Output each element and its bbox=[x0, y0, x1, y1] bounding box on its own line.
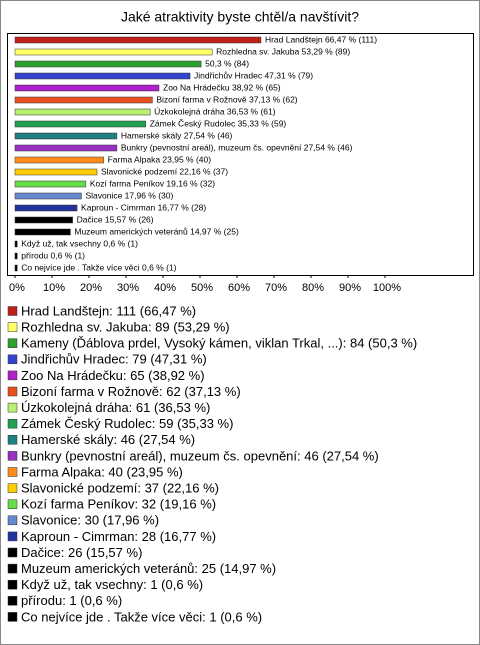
x-tick-label: 10% bbox=[43, 282, 65, 294]
bar bbox=[14, 216, 73, 224]
legend-label: Dačice: 26 (15,57 %) bbox=[21, 545, 142, 560]
bar-label: Rozhledna sv. Jakuba 53,29 % (89) bbox=[216, 46, 350, 56]
legend-swatch bbox=[7, 483, 18, 493]
bar bbox=[14, 228, 71, 236]
legend-label: Bizoní farma v Rožnově: 62 (37,13 %) bbox=[21, 384, 241, 399]
bar-label: Muzeum amerických veteránů 14,97 % (25) bbox=[74, 226, 239, 236]
bar bbox=[14, 48, 213, 56]
bar-label: Když už, tak vsechny 0,6 % (1) bbox=[21, 238, 138, 248]
legend-swatch bbox=[7, 515, 18, 526]
legend-swatch bbox=[7, 596, 18, 606]
bar bbox=[14, 132, 118, 140]
bar-label: Zoo Na Hrádečku 38,92 % (65) bbox=[163, 82, 281, 92]
bar-label: Bunkry (pevnostní areál), muzeum čs. ope… bbox=[121, 142, 353, 152]
legend-swatch bbox=[7, 612, 18, 622]
bar bbox=[14, 180, 87, 188]
bar-label: Dačice 15,57 % (26) bbox=[77, 214, 154, 224]
chart-title: Jaké atraktivity byste chtěl/a navštívit… bbox=[121, 9, 359, 25]
x-tick-label: 0% bbox=[9, 282, 25, 294]
legend-swatch bbox=[7, 451, 18, 461]
legend-swatch bbox=[7, 322, 18, 332]
bar-label: Bizoní farma v Rožnově 37,13 % (62) bbox=[156, 94, 297, 104]
legend-label: Zoo Na Hrádečku: 65 (38,92 %) bbox=[21, 368, 205, 383]
legend-swatch bbox=[7, 531, 18, 542]
bar-label: Co nejvíce jde . Takže více věci 0,6 % (… bbox=[21, 262, 176, 272]
bar bbox=[14, 60, 202, 68]
bar bbox=[14, 36, 262, 44]
legend-swatch bbox=[7, 338, 18, 348]
legend-label: Rozhledna sv. Jakuba: 89 (53,29 %) bbox=[21, 320, 230, 335]
bar bbox=[14, 96, 153, 104]
bar bbox=[14, 72, 191, 80]
x-tick-label: 90% bbox=[339, 282, 361, 294]
x-tick-label: 20% bbox=[80, 282, 102, 294]
bar bbox=[14, 168, 98, 176]
legend-swatch bbox=[7, 499, 18, 509]
legend-label: Bunkry (pevnostní areál), muzeum čs. ope… bbox=[21, 448, 379, 463]
bar bbox=[14, 156, 104, 164]
x-tick-label: 50% bbox=[191, 282, 213, 294]
legend-label: Kameny (Ďáblova prdel, Vysoký kámen, vik… bbox=[21, 336, 417, 351]
bar-label: Farma Alpaka 23,95 % (40) bbox=[108, 154, 212, 164]
bar-label: přírodu 0,6 % (1) bbox=[21, 250, 85, 260]
bar bbox=[14, 240, 18, 248]
legend-swatch bbox=[7, 370, 18, 381]
bar bbox=[14, 108, 151, 116]
legend-swatch bbox=[7, 435, 18, 445]
legend-label: Muzeum amerických veteránů: 25 (14,97 %) bbox=[21, 561, 276, 576]
legend-swatch bbox=[7, 306, 18, 316]
bar bbox=[14, 252, 18, 260]
bar-label: Úzkokolejná dráha 36,53 % (61) bbox=[154, 106, 276, 116]
bar-label: Kaproun - Cimrman 16,77 % (28) bbox=[81, 202, 206, 212]
x-tick-label: 70% bbox=[265, 282, 287, 294]
legend-label: přírodu: 1 (0,6 %) bbox=[21, 593, 122, 608]
bar-label: Slavonické podzemí 22,16 % (37) bbox=[101, 166, 228, 176]
x-tick-label: 60% bbox=[228, 282, 250, 294]
legend-swatch bbox=[7, 402, 18, 413]
legend-label: Když už, tak vsechny: 1 (0,6 %) bbox=[21, 577, 203, 592]
legend-swatch bbox=[7, 467, 18, 477]
legend-swatch bbox=[7, 563, 18, 574]
bar-label: Zámek Český Rudolec 35,33 % (59) bbox=[150, 118, 287, 128]
bar bbox=[14, 204, 78, 212]
bar-label: Hamerské skály 27,54 % (46) bbox=[121, 130, 233, 140]
bar-label: Hrad Landštejn 66,47 % (111) bbox=[265, 34, 377, 44]
bar bbox=[14, 264, 18, 272]
legend-swatch bbox=[7, 547, 18, 558]
legend-label: Hrad Landštejn: 111 (66,47 %) bbox=[21, 303, 196, 318]
bar bbox=[14, 192, 82, 200]
bar bbox=[14, 120, 146, 128]
legend-label: Hamerské skály: 46 (27,54 %) bbox=[21, 432, 195, 447]
legend-swatch bbox=[7, 354, 18, 365]
bar bbox=[14, 144, 118, 152]
legend-label: Slavonické podzemí: 37 (22,16 %) bbox=[21, 481, 219, 496]
legend-label: Kozí farma Peníkov: 32 (19,16 %) bbox=[21, 497, 216, 512]
legend-label: Co nejvíce jde . Takže více věci: 1 (0,6… bbox=[21, 609, 262, 624]
bar-label: Kozí farma Peníkov 19,16 % (32) bbox=[90, 178, 215, 188]
legend-label: Slavonice: 30 (17,96 %) bbox=[21, 513, 159, 528]
bar-label: Jindřichův Hradec 47,31 % (79) bbox=[194, 70, 313, 80]
x-tick-label: 100% bbox=[373, 282, 401, 294]
legend-label: Farma Alpaka: 40 (23,95 %) bbox=[21, 464, 183, 479]
bar-label: 50,3 % (84) bbox=[205, 58, 249, 68]
x-tick-label: 80% bbox=[302, 282, 324, 294]
bar bbox=[14, 84, 160, 92]
legend-swatch bbox=[7, 386, 18, 397]
x-tick-label: 40% bbox=[154, 282, 176, 294]
x-tick-label: 30% bbox=[117, 282, 139, 294]
legend-label: Jindřichův Hradec: 79 (47,31 %) bbox=[21, 352, 207, 367]
legend-swatch bbox=[7, 579, 18, 590]
legend-label: Zámek Český Rudolec: 59 (35,33 %) bbox=[21, 416, 233, 431]
legend-swatch bbox=[7, 418, 18, 429]
bar-label: Slavonice 17,96 % (30) bbox=[85, 190, 173, 200]
legend-label: Kaproun - Cimrman: 28 (16,77 %) bbox=[21, 529, 216, 544]
legend-label: Úzkokolejná dráha: 61 (36,53 %) bbox=[21, 400, 210, 415]
